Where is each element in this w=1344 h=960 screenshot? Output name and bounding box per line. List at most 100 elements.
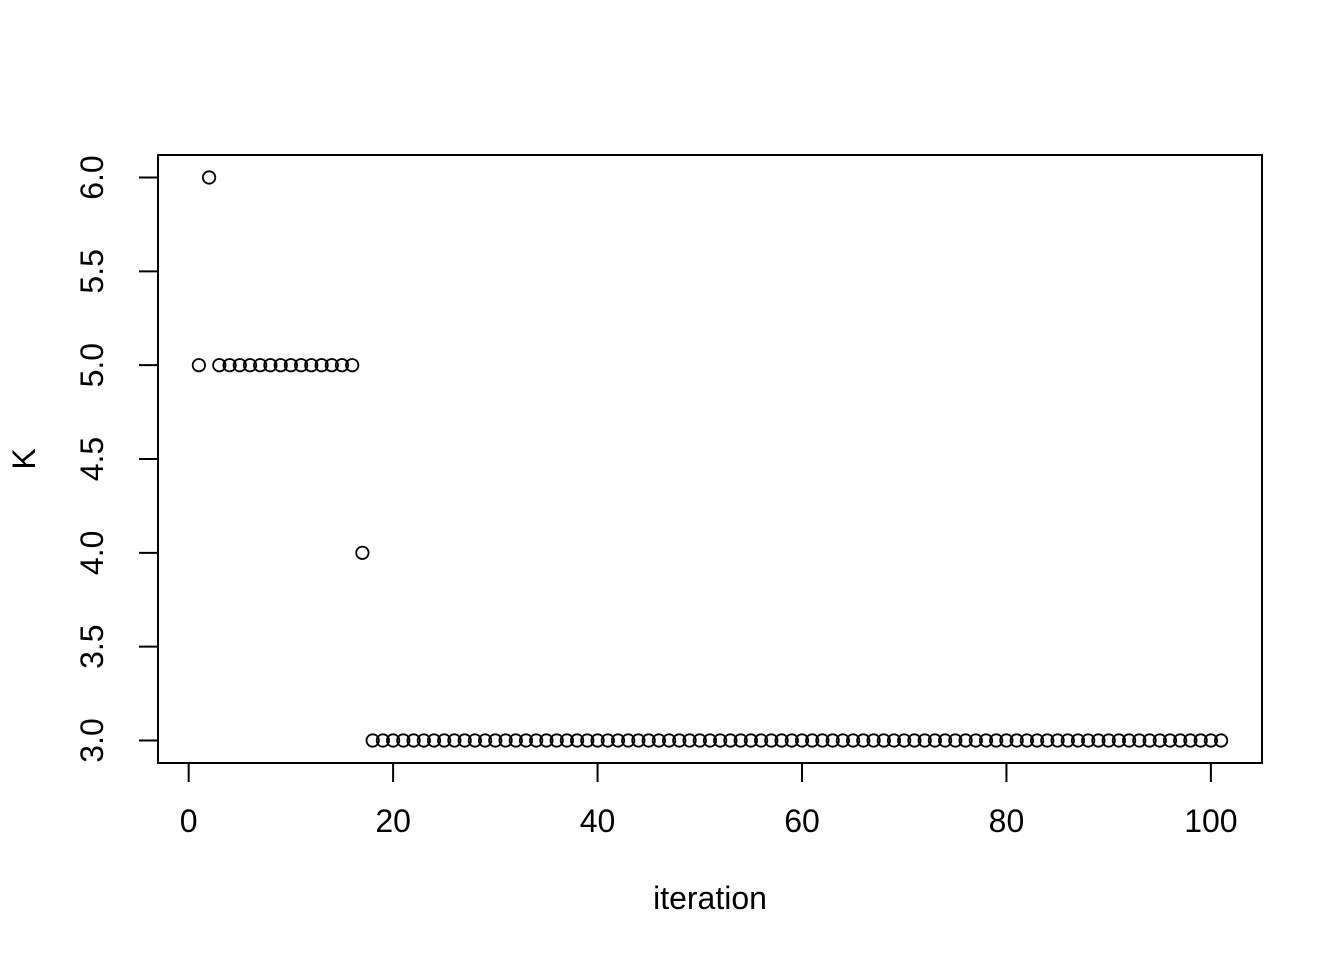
data-point [437,733,452,748]
data-point [968,733,983,748]
data-point [529,733,544,748]
data-point [334,358,350,373]
data-point [1214,733,1229,748]
data-point [1173,733,1188,748]
data-point [937,733,953,748]
y-tick-label: 6.0 [74,155,110,199]
x-tick-label: 100 [1184,803,1237,839]
data-point [273,358,288,373]
data-point [753,733,769,748]
data-point [488,733,503,748]
y-tick-label: 3.5 [74,624,110,668]
data-point [1060,733,1075,748]
data-point [825,733,840,748]
data-point [191,358,206,373]
data-point [1152,733,1167,748]
x-tick-label: 40 [580,803,616,839]
data-point [253,358,268,373]
data-point [559,733,575,748]
data-point [682,733,697,748]
data-point [999,733,1014,748]
data-point [1030,733,1045,748]
data-point [733,733,748,748]
data-point [610,733,626,748]
data-point [1132,733,1147,748]
data-point [518,733,534,748]
data-point [355,545,370,560]
data-point [794,733,810,748]
data-point [477,733,493,748]
data-point [723,733,738,748]
data-point [539,733,554,748]
data-point [856,733,871,748]
data-point [396,733,411,748]
plot-frame [157,154,1263,764]
x-tick-label: 60 [784,803,820,839]
data-point [457,733,472,748]
data-point [498,733,513,748]
data-point [447,733,462,748]
data-point [590,733,605,748]
data-point [1101,733,1116,748]
y-tick-label: 3.0 [74,718,110,762]
data-point [416,733,431,748]
data-point [549,733,564,748]
data-point [784,733,799,748]
data-point [764,733,779,748]
data-point [1040,733,1055,748]
data-point [365,733,380,748]
data-point [324,358,339,373]
data-point [907,733,922,748]
data-point [948,733,963,748]
data-point [569,733,585,748]
data-point [692,733,707,748]
y-axis-label: K [6,448,42,469]
data-point [1183,733,1198,748]
data-point [886,733,902,748]
data-point [283,358,298,373]
data-point [293,358,309,373]
data-point [835,733,851,748]
y-tick-label: 4.0 [74,531,110,575]
data-point [661,733,677,748]
data-point [743,733,759,748]
data-point [1122,733,1137,748]
data-point [375,733,390,748]
data-point [805,733,820,748]
data-point [917,733,932,748]
data-point [641,733,656,748]
data-point [263,358,278,373]
data-point [345,358,360,373]
data-point [580,733,595,748]
data-point [1070,733,1086,748]
data-point [1009,733,1024,748]
data-point [1091,733,1106,748]
data-point [1019,733,1035,748]
data-point [1111,733,1127,748]
data-point [713,733,728,748]
data-point [1203,733,1219,748]
data-point [897,733,912,748]
data-point [406,733,421,748]
data-point [232,358,247,373]
data-point [1050,733,1065,748]
data-point [989,733,1004,748]
x-tick-label: 20 [375,803,411,839]
data-point [702,733,718,748]
data-point [672,733,687,748]
data-point [385,733,401,748]
data-point [600,733,615,748]
axes: 0 20 40 60 80 100 3.0 3.5 4.0 4.5 5.0 5.5 6.0 [74,154,1263,839]
data-point [631,733,646,748]
data-point [1193,733,1208,748]
data-point [621,733,636,748]
data-point [304,358,319,373]
y-tick-label: 5.0 [74,343,110,387]
data-points [191,170,1229,748]
data-point [1081,733,1096,748]
data-point [927,733,943,748]
data-point [467,733,482,748]
data-point [1162,733,1178,748]
data-point [202,170,217,185]
